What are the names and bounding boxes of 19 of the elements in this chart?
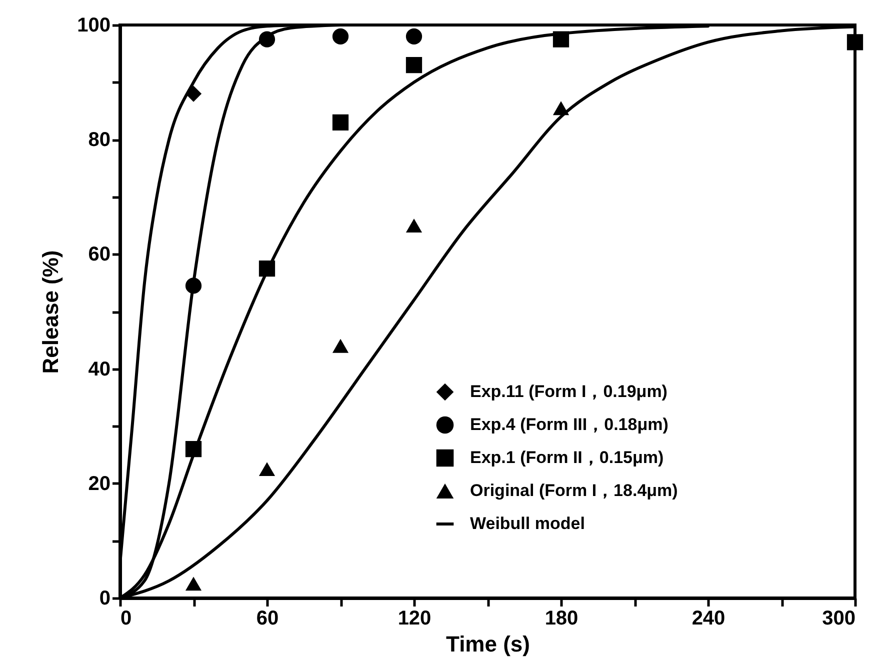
x-tick-label: 180 <box>544 608 578 630</box>
x-axis-title: Time (s) <box>446 632 530 656</box>
legend-label: Original (Form I，18.4μm) <box>470 481 678 500</box>
x-tick-label: 60 <box>256 608 279 630</box>
x-tick-label: 240 <box>692 608 726 630</box>
x-tick-label: 300 <box>822 608 856 630</box>
y-tick-label: 20 <box>88 472 110 495</box>
y-axis-title: Release (%) <box>38 250 64 374</box>
y-tick-label: 0 <box>99 588 110 610</box>
legend-label: Exp.1 (Form II，0.15μm) <box>470 448 664 467</box>
y-tick-label: 40 <box>88 358 110 380</box>
x-tick-label: 0 <box>120 608 132 630</box>
y-tick-label: 100 <box>77 14 110 36</box>
legend-label: Exp.11 (Form I，0.19μm) <box>470 382 668 401</box>
y-tick-label: 60 <box>88 244 110 266</box>
legend-label: Exp.4 (Form III，0.18μm) <box>470 415 668 434</box>
x-tick-label: 120 <box>398 608 432 630</box>
y-tick-label: 80 <box>88 129 110 152</box>
legend-label: Weibull model <box>470 514 585 533</box>
